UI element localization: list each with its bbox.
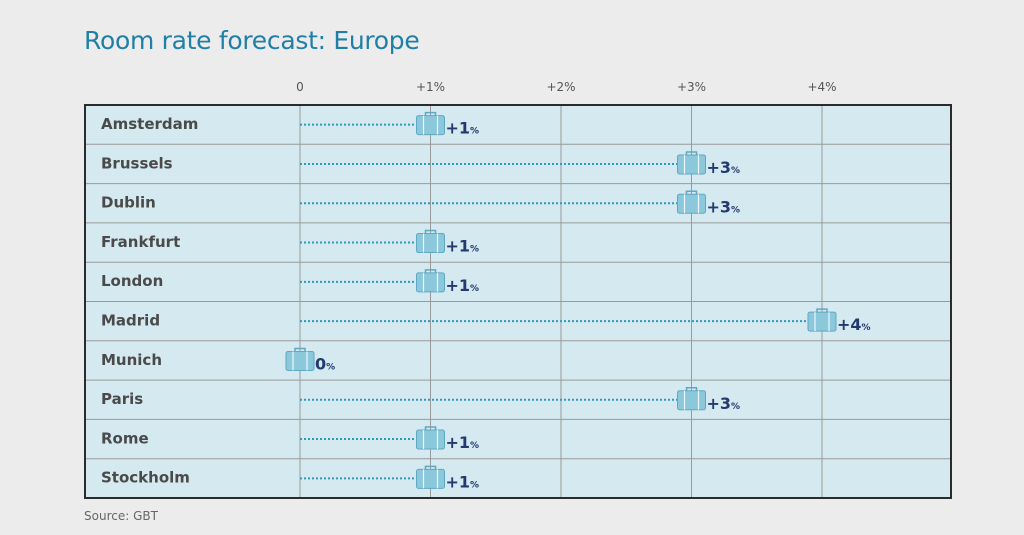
suitcase-icon (416, 426, 445, 450)
suitcase-handle (424, 111, 437, 116)
value-unit: % (470, 284, 479, 294)
suitcase-handle (685, 151, 698, 155)
value-unit: % (862, 323, 871, 333)
value-label: +1% (446, 119, 480, 138)
suitcase-icon (677, 387, 706, 411)
suitcase-handle (685, 387, 698, 391)
category-label: Frankfurt (101, 233, 180, 251)
suitcase-icon (807, 308, 837, 332)
source-note: Source: GBT (84, 509, 158, 523)
suitcase-handle (424, 465, 437, 470)
suitcase-icon (677, 190, 706, 214)
plot-border (84, 104, 952, 499)
category-label: Dublin (101, 194, 156, 212)
suitcase-body (416, 272, 445, 293)
suitcase-icon (416, 111, 445, 136)
suitcase-body (416, 233, 445, 254)
value-number: 0 (315, 354, 326, 373)
value-unit: % (470, 441, 479, 451)
suitcase-handle (424, 426, 437, 431)
suitcase-body (677, 193, 706, 214)
suitcase-handle (816, 308, 828, 313)
suitcase-icon (416, 269, 445, 293)
suitcase-body (416, 115, 445, 136)
category-label: Madrid (101, 312, 160, 330)
value-label: 0% (315, 354, 335, 373)
suitcase-icon (677, 151, 706, 175)
value-label: +1% (446, 433, 480, 452)
category-label: Amsterdam (101, 115, 198, 133)
category-label: Munich (101, 351, 162, 369)
suitcase-body (285, 350, 315, 371)
category-label: Paris (101, 390, 143, 408)
value-number: +3 (707, 158, 732, 177)
value-label: +4% (837, 315, 871, 334)
category-label: Stockholm (101, 469, 190, 487)
value-unit: % (470, 127, 479, 137)
x-tick-label: 0 (296, 80, 304, 94)
value-unit: % (731, 205, 740, 215)
suitcase-handle (685, 190, 698, 195)
value-number: +3 (707, 394, 732, 413)
suitcase-body (416, 468, 445, 489)
value-label: +3% (707, 158, 741, 177)
value-number: +1 (446, 433, 471, 452)
value-number: +4 (837, 315, 862, 334)
suitcase-handle (424, 269, 437, 273)
value-unit: % (731, 166, 740, 176)
suitcase-handle (294, 347, 306, 352)
x-tick-label: +3% (677, 80, 706, 94)
value-number: +1 (446, 237, 471, 256)
suitcase-body (807, 311, 837, 332)
value-unit: % (731, 402, 740, 412)
value-number: +3 (707, 197, 732, 216)
value-label: +1% (446, 276, 480, 295)
category-label: London (101, 272, 163, 290)
suitcase-icon (285, 347, 315, 371)
suitcase-body (677, 390, 706, 411)
suitcase-handle (424, 229, 437, 234)
suitcase-body (677, 154, 706, 175)
value-number: +1 (446, 276, 471, 295)
chart-title: Room rate forecast: Europe (84, 26, 420, 55)
value-number: +1 (446, 119, 471, 138)
x-tick-label: +2% (546, 80, 575, 94)
category-label: Rome (101, 429, 149, 447)
suitcase-icon (416, 465, 445, 489)
value-label: +3% (707, 197, 741, 216)
x-tick-label: +1% (416, 80, 445, 94)
value-label: +1% (446, 472, 480, 491)
x-tick-label: +4% (807, 80, 836, 94)
suitcase-icon (416, 229, 445, 254)
value-label: +1% (446, 237, 480, 256)
value-label: +3% (707, 394, 741, 413)
suitcase-body (416, 429, 445, 450)
category-label: Brussels (101, 154, 173, 172)
value-unit: % (326, 362, 335, 372)
value-number: +1 (446, 472, 471, 491)
value-unit: % (470, 480, 479, 490)
value-unit: % (470, 245, 479, 255)
